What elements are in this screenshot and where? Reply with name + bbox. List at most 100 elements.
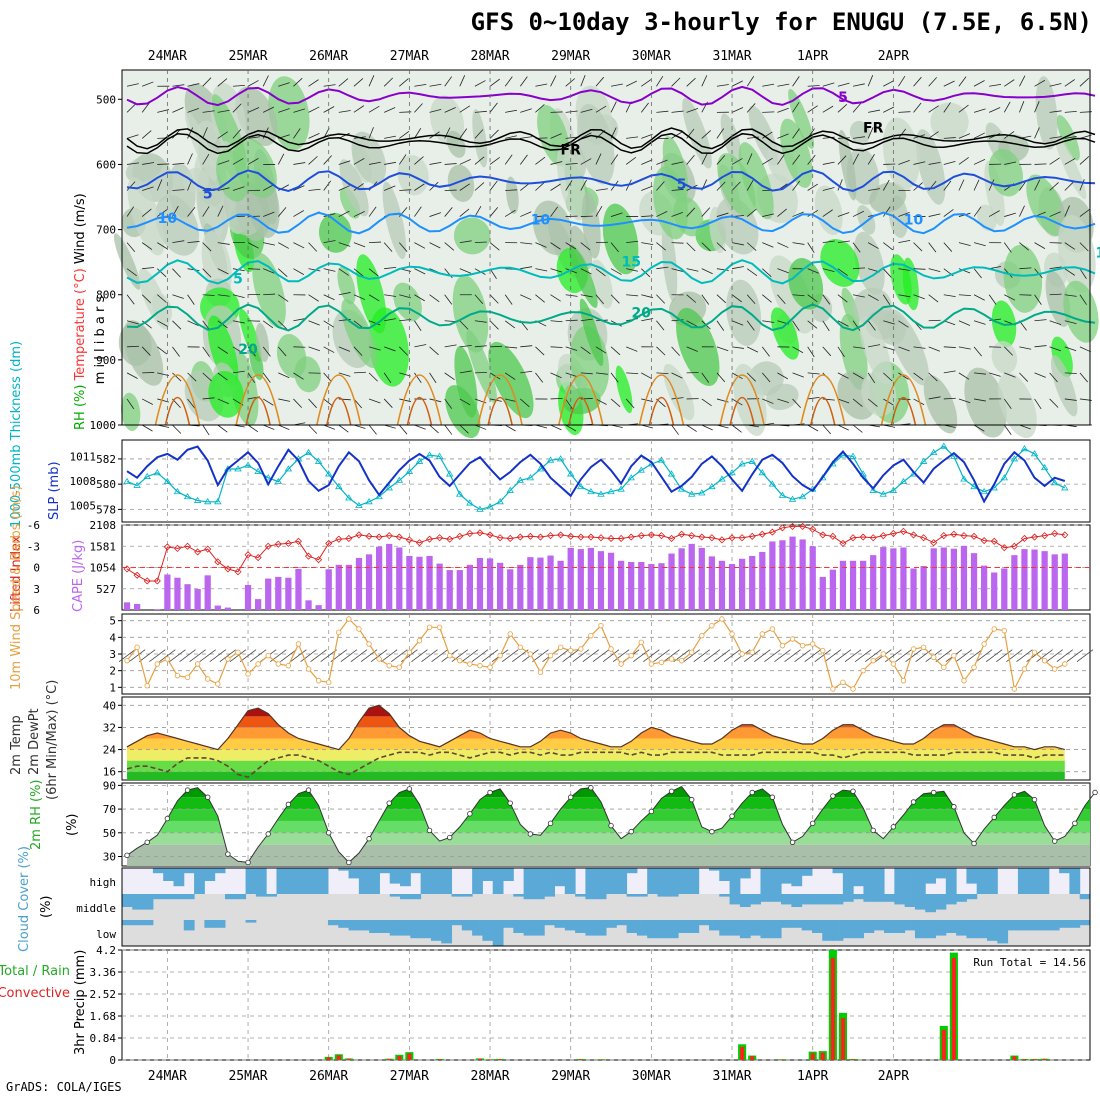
rh-marker bbox=[285, 801, 292, 808]
wind-barb bbox=[610, 101, 617, 113]
wind-speed-marker bbox=[578, 646, 584, 652]
wind-barb bbox=[444, 294, 453, 305]
thickness-marker bbox=[1000, 474, 1008, 481]
isotherm-30-loop bbox=[810, 396, 836, 426]
wind-speed-marker bbox=[366, 641, 372, 647]
wind-speed-marker bbox=[1021, 666, 1028, 672]
cloud-cell-middle bbox=[451, 894, 463, 897]
cape-bar bbox=[920, 566, 927, 610]
cloud-cell-middle bbox=[657, 894, 669, 897]
cape-bar bbox=[1021, 549, 1028, 610]
contour-label: 15 bbox=[1095, 246, 1100, 262]
cloud-cell-high bbox=[379, 868, 391, 874]
cape-bar bbox=[759, 551, 766, 610]
cloud-cell-middle bbox=[791, 894, 803, 907]
rh-blob bbox=[838, 129, 857, 201]
wind-barb bbox=[338, 132, 350, 139]
wind-barb bbox=[369, 241, 382, 244]
wind-speed-marker bbox=[799, 642, 806, 649]
wind-barb bbox=[126, 320, 139, 325]
wind-barb bbox=[1034, 345, 1047, 348]
rh-blob bbox=[466, 329, 497, 403]
rh-marker bbox=[527, 831, 534, 837]
wind-barb bbox=[459, 424, 469, 434]
wind-barb bbox=[550, 183, 561, 191]
wind-barb bbox=[973, 294, 985, 301]
thickness-marker bbox=[274, 477, 282, 485]
wind-barb bbox=[474, 424, 487, 430]
wind-barb bbox=[217, 131, 228, 139]
wind10m-barb bbox=[814, 649, 832, 662]
lifted-index-marker bbox=[294, 537, 303, 545]
wind-speed-marker bbox=[184, 674, 191, 681]
wind-barb bbox=[716, 242, 726, 252]
wind-speed-marker bbox=[749, 649, 755, 656]
wind-barb bbox=[731, 266, 744, 270]
pressure-tick-label: 1000 bbox=[90, 419, 117, 432]
wind-barb bbox=[686, 268, 699, 272]
thickness-marker bbox=[304, 448, 313, 456]
cape-bar bbox=[698, 547, 705, 610]
wind-barb bbox=[595, 294, 604, 305]
cloud-cell-low bbox=[801, 920, 813, 931]
wind-barb bbox=[278, 320, 288, 330]
cape-bar bbox=[859, 560, 867, 610]
wind-speed-marker bbox=[890, 661, 897, 667]
wind-barb bbox=[308, 398, 317, 409]
lifted-index-marker bbox=[778, 524, 787, 532]
wind-barb bbox=[157, 209, 168, 217]
wind-barb bbox=[414, 424, 426, 430]
wind-barb bbox=[414, 156, 424, 165]
wind-barb bbox=[580, 268, 592, 275]
cloud-cell-high bbox=[533, 868, 545, 894]
thickness-marker bbox=[930, 448, 938, 456]
wind-barb bbox=[278, 82, 290, 87]
wind-barb bbox=[1049, 266, 1062, 270]
cloud-cell-low bbox=[461, 920, 473, 931]
cloud-cell-high bbox=[729, 868, 741, 894]
cloud-cell-middle bbox=[575, 894, 586, 897]
wind-barb bbox=[368, 268, 379, 277]
wind-barb bbox=[308, 320, 320, 326]
wind-barb bbox=[746, 103, 756, 113]
wind-speed-marker bbox=[346, 616, 352, 622]
wind-barb bbox=[731, 80, 743, 87]
wind-barb bbox=[610, 294, 620, 304]
cape-bar bbox=[164, 574, 171, 610]
rh-marker bbox=[1052, 838, 1058, 844]
thickness-marker bbox=[355, 501, 363, 508]
rh-blob bbox=[733, 363, 767, 436]
wind-barb bbox=[867, 294, 879, 301]
cloud-cell-low bbox=[554, 920, 566, 928]
wind-barb bbox=[202, 397, 215, 400]
rh-marker bbox=[830, 793, 836, 799]
cloud-cell-low bbox=[472, 920, 483, 936]
rh-blob bbox=[570, 225, 593, 269]
wind-barb bbox=[217, 78, 228, 87]
wind-barb bbox=[913, 76, 922, 87]
cloud-cell-low bbox=[564, 920, 576, 931]
rh-blob bbox=[113, 233, 141, 290]
wind-barb bbox=[368, 161, 381, 165]
thickness-marker bbox=[919, 457, 928, 464]
wind-barb bbox=[792, 180, 801, 191]
temp-line bbox=[126, 704, 1065, 751]
cape-tick-label: 527 bbox=[96, 583, 116, 596]
rh-marker bbox=[810, 820, 816, 827]
thickness-marker bbox=[415, 457, 424, 464]
wind-barb bbox=[277, 346, 287, 357]
wind-barb bbox=[519, 154, 528, 165]
wind10m-barb bbox=[391, 649, 408, 662]
lifted-index-marker bbox=[587, 533, 595, 541]
wind10m-barb bbox=[290, 649, 307, 662]
wind-speed-marker bbox=[517, 644, 523, 651]
wind-barb bbox=[444, 207, 453, 217]
wind-barb bbox=[1064, 372, 1077, 374]
cape-bar bbox=[940, 547, 947, 610]
thickness-marker bbox=[395, 476, 403, 483]
cloud-cell-middle bbox=[719, 894, 731, 897]
wind-barb bbox=[263, 424, 275, 430]
wind-barb bbox=[989, 83, 1002, 87]
wind-speed-marker bbox=[215, 681, 221, 687]
wind-speed-marker bbox=[830, 686, 836, 692]
